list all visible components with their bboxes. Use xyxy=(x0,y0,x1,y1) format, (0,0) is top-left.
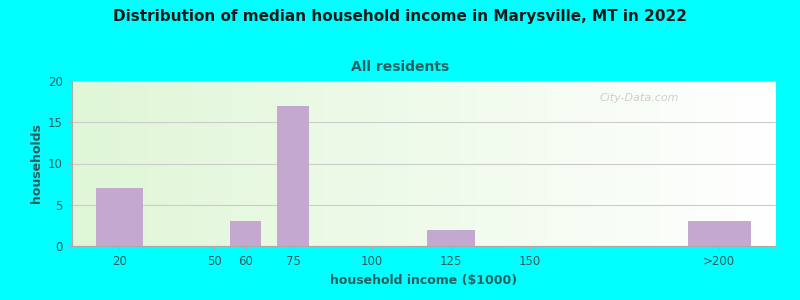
Bar xyxy=(278,106,309,246)
Bar xyxy=(230,221,262,246)
X-axis label: household income ($1000): household income ($1000) xyxy=(330,274,518,286)
Text: Distribution of median household income in Marysville, MT in 2022: Distribution of median household income … xyxy=(113,9,687,24)
Y-axis label: households: households xyxy=(30,124,42,203)
Bar xyxy=(688,221,750,246)
Bar xyxy=(96,188,143,246)
Text: All residents: All residents xyxy=(351,60,449,74)
Text: City-Data.com: City-Data.com xyxy=(600,92,679,103)
Bar xyxy=(427,230,474,246)
